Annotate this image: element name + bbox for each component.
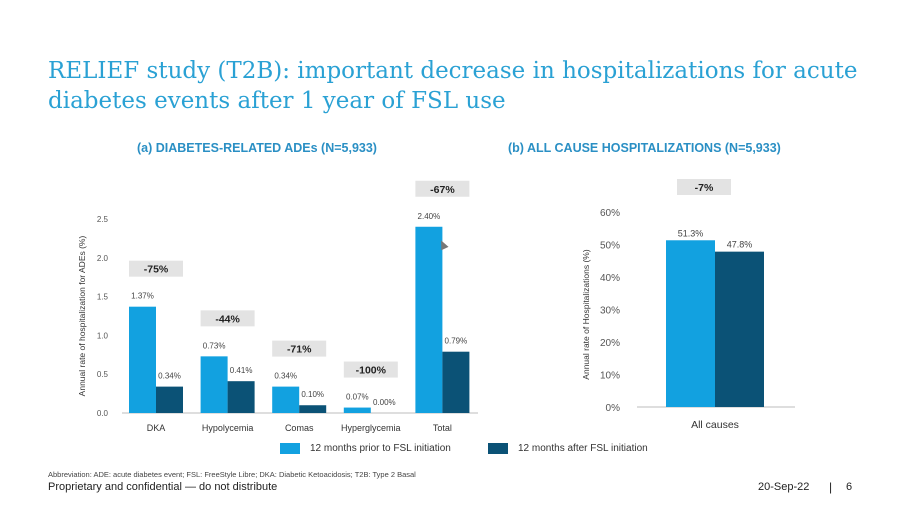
chart-a-y-tick: 0.0 — [97, 409, 109, 418]
legend-label-after: 12 months after FSL initiation — [518, 443, 648, 454]
chart-a-y-tick: 0.5 — [97, 370, 109, 379]
legend-label-prior: 12 months prior to FSL initiation — [310, 443, 451, 454]
change-badge-text: -75% — [144, 264, 169, 276]
footer-date: 20-Sep-22 — [758, 481, 810, 493]
slide-title: RELIEF study (T2B): important decrease i… — [48, 58, 858, 114]
change-badge — [415, 180, 470, 197]
chart-b-y-tick: 10% — [600, 371, 620, 382]
chart-a-category-label: Hyperglycemia — [341, 423, 401, 433]
legend-swatch-prior — [280, 443, 300, 454]
bar-after — [227, 381, 255, 413]
data-label-prior: 0.07% — [346, 393, 369, 402]
change-badge-text: -44% — [215, 313, 240, 325]
data-label-prior: 1.37% — [131, 292, 154, 301]
bar-prior — [129, 306, 156, 413]
data-label-after: 0.10% — [301, 390, 324, 399]
data-label-after: 47.8% — [727, 240, 753, 250]
chart-a-y-tick: 1.5 — [97, 293, 109, 302]
change-badge — [272, 340, 327, 357]
legend-swatch-after — [488, 443, 508, 454]
chart-a-category-label: DKA — [147, 423, 166, 433]
abbreviation-note: Abbreviation: ADE: acute diabetes event;… — [48, 470, 416, 479]
bar-prior — [666, 240, 715, 407]
chart-b-y-tick: 0% — [606, 403, 621, 414]
bar-after — [715, 251, 764, 407]
chart-a-category-label: Hypolycemia — [202, 423, 254, 433]
chart-b-category-label: All causes — [691, 419, 739, 431]
change-badge-text: -100% — [356, 365, 387, 377]
data-label-prior: 0.34% — [274, 372, 297, 381]
data-label-after: 0.34% — [158, 372, 181, 381]
chart-a-category-label: Comas — [285, 423, 314, 433]
chart-b-y-axis-label: Annual rate of Hospitalizations (%) — [581, 249, 591, 380]
change-badge — [200, 310, 255, 327]
bar-prior — [272, 386, 300, 413]
bar-prior — [343, 407, 371, 413]
chart-b-y-tick: 20% — [600, 338, 620, 349]
data-label-after: 0.00% — [373, 398, 396, 407]
chart-b-y-tick: 50% — [600, 241, 620, 252]
page-number: 6 — [846, 481, 853, 493]
change-badge-text: -67% — [430, 184, 455, 196]
chart-b-title: (b) ALL CAUSE HOSPITALIZATIONS (N=5,933) — [508, 141, 781, 155]
change-badge — [343, 361, 398, 378]
chart-a-y-tick: 1.0 — [97, 331, 109, 340]
confidential-footer: Proprietary and confidential — do not di… — [48, 481, 278, 493]
bar-prior — [415, 226, 443, 413]
data-label-after: 0.79% — [445, 337, 468, 346]
bar-after — [442, 351, 470, 413]
change-badge-text: -71% — [287, 344, 312, 356]
chart-b-y-tick: 30% — [600, 306, 620, 317]
chart-b-y-tick: 60% — [600, 208, 620, 219]
data-label-prior: 0.73% — [203, 341, 226, 350]
chart-a-y-axis-label: Annual rate of hospitalization for ADEs … — [77, 236, 87, 397]
data-label-after: 0.41% — [230, 366, 253, 375]
change-badge — [129, 260, 183, 277]
chart-a-y-tick: 2.0 — [97, 254, 109, 263]
data-label-prior: 2.40% — [418, 212, 441, 221]
data-label-prior: 51.3% — [678, 228, 704, 238]
legend-item-after: 12 months after FSL initiation — [488, 443, 648, 454]
chart-a-y-tick: 2.5 — [97, 215, 109, 224]
footer-separator: | — [829, 480, 833, 494]
bar-after — [156, 386, 183, 413]
change-badge — [677, 179, 731, 195]
chart-a-title: (a) DIABETES-RELATED ADEs (N=5,933) — [137, 141, 377, 155]
chart-b-y-tick: 40% — [600, 273, 620, 284]
legend-item-prior: 12 months prior to FSL initiation — [280, 443, 451, 454]
chart-a-category-label: Total — [433, 423, 452, 433]
bar-after — [299, 405, 327, 413]
change-badge-text: -7% — [695, 182, 714, 194]
bar-prior — [200, 356, 228, 413]
